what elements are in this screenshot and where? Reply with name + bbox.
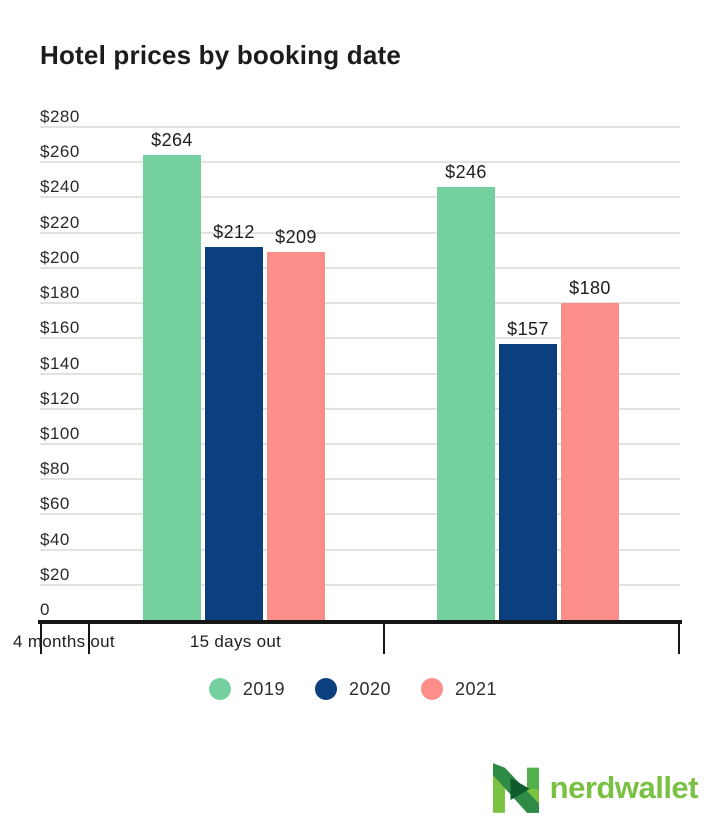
legend-swatch-2020 bbox=[314, 678, 337, 700]
x-axis-tick bbox=[383, 620, 385, 654]
legend: 2019 2020 2021 bbox=[0, 678, 706, 700]
gridline bbox=[40, 513, 680, 516]
bar-2019-15-days-out bbox=[437, 187, 495, 620]
gridline bbox=[40, 231, 680, 234]
bar-2021-4-months-out bbox=[267, 252, 325, 620]
gridline bbox=[40, 337, 680, 340]
x-axis-tick bbox=[88, 620, 90, 654]
gridline bbox=[40, 442, 680, 445]
y-axis-tick-label: $180 bbox=[40, 283, 80, 303]
y-axis-tick-label: $120 bbox=[40, 388, 80, 408]
nerdwallet-logo-text: nerdwallet bbox=[549, 769, 699, 805]
y-axis-tick-label: $80 bbox=[40, 459, 70, 479]
legend-item-2020: 2020 bbox=[314, 678, 392, 700]
y-axis-tick-label: $240 bbox=[40, 177, 80, 197]
gridline bbox=[40, 583, 680, 586]
gridline bbox=[40, 266, 680, 269]
bar-value-label: $264 bbox=[151, 130, 193, 150]
y-axis-tick-label: $100 bbox=[40, 423, 80, 443]
x-axis-category-label: 15 days out bbox=[189, 632, 282, 651]
gridline bbox=[40, 161, 680, 164]
x-axis-tick bbox=[40, 620, 42, 654]
legend-swatch-2021 bbox=[421, 678, 444, 700]
y-axis-tick-label: 0 bbox=[40, 600, 50, 619]
legend-label: 2019 bbox=[242, 678, 285, 699]
bar-2019-4-months-out bbox=[143, 155, 201, 620]
y-axis-tick-label: $260 bbox=[40, 142, 80, 162]
bar-value-label: $209 bbox=[275, 227, 317, 247]
bar-value-label: $246 bbox=[445, 162, 487, 182]
nerdwallet-logo: nerdwallet bbox=[492, 762, 699, 814]
bar-2021-15-days-out bbox=[561, 303, 619, 620]
y-axis-tick-label: $140 bbox=[40, 353, 80, 373]
x-axis-line bbox=[38, 620, 682, 624]
legend-label: 2021 bbox=[455, 678, 498, 699]
legend-swatch-2019 bbox=[208, 678, 231, 700]
bar-2020-15-days-out bbox=[499, 344, 557, 620]
gridline bbox=[40, 372, 680, 375]
y-axis-tick-label: $280 bbox=[40, 107, 80, 126]
gridline bbox=[40, 407, 680, 410]
bar-value-label: $180 bbox=[569, 278, 611, 298]
gridline bbox=[40, 302, 680, 305]
y-axis-tick-label: $160 bbox=[40, 318, 80, 338]
y-axis-tick-label: $20 bbox=[40, 564, 70, 584]
legend-label: 2020 bbox=[348, 678, 392, 699]
x-axis-category-label: 4 months out bbox=[13, 632, 115, 651]
bar-2020-4-months-out bbox=[205, 247, 263, 620]
gridline bbox=[40, 548, 680, 551]
chart-title: Hotel prices by booking date bbox=[40, 40, 401, 70]
bar-value-label: $157 bbox=[507, 319, 549, 339]
y-axis-tick-label: $220 bbox=[40, 212, 80, 232]
y-axis-tick-label: $40 bbox=[40, 529, 70, 549]
gridline bbox=[40, 126, 680, 128]
bar-value-label: $212 bbox=[213, 222, 255, 242]
legend-item-2021: 2021 bbox=[421, 678, 497, 700]
nerdwallet-n-icon bbox=[492, 763, 539, 813]
y-axis-tick-label: $200 bbox=[40, 247, 80, 267]
gridline bbox=[40, 478, 680, 481]
gridline bbox=[40, 196, 680, 199]
legend-item-2019: 2019 bbox=[208, 678, 285, 700]
x-axis-tick bbox=[678, 620, 680, 654]
y-axis-tick-label: $60 bbox=[40, 494, 70, 514]
